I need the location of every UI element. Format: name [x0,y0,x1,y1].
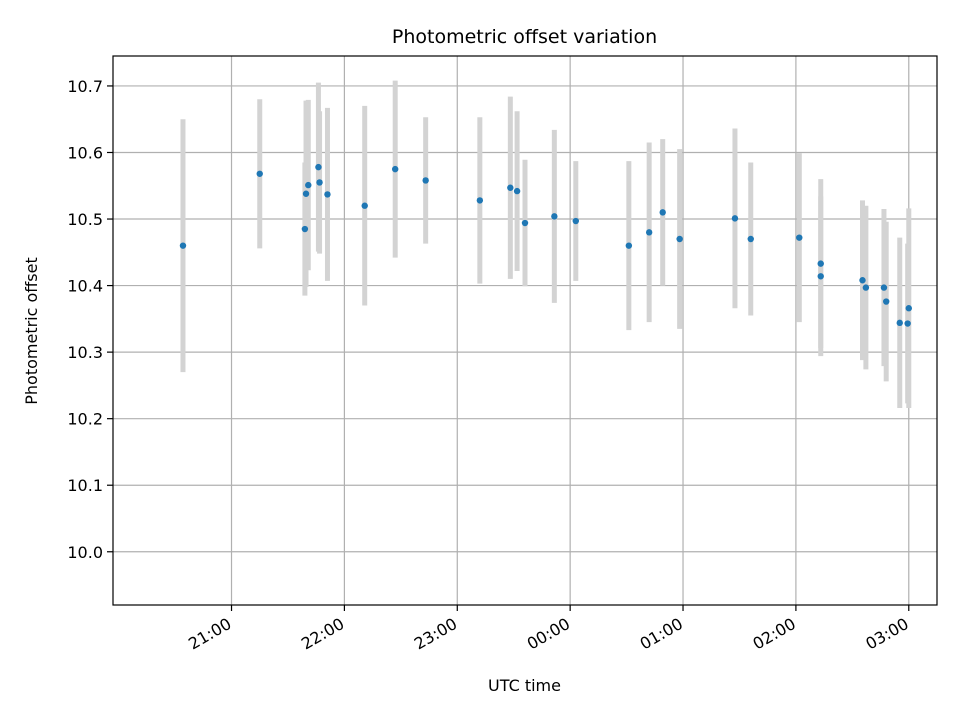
data-point [859,277,866,284]
y-tick-label: 10.0 [67,543,103,562]
data-point [817,260,824,267]
data-point [507,184,514,191]
x-tick-label: 22:00 [298,614,347,654]
data-point [659,209,666,216]
y-tick-label: 10.7 [67,77,103,96]
y-axis-ticks: 10.0 10.1 10.2 10.3 10.4 10.5 10.6 10.7 [67,77,113,562]
data-point [324,191,331,198]
data-point [513,187,521,195]
data-point [302,190,310,197]
errorbar-layer [180,80,912,409]
y-tick-label: 10.4 [67,277,103,296]
y-axis-label: Photometric offset [22,257,41,405]
data-point [731,215,739,222]
chart-title: Photometric offset variation [392,26,657,48]
x-tick-label: 23:00 [411,614,460,654]
data-point [676,235,683,243]
point-layer [179,163,912,327]
data-point [796,234,803,241]
x-tick-label: 01:00 [637,614,686,654]
data-point [880,284,888,291]
data-point [361,202,368,209]
data-point [315,163,322,171]
data-point [256,170,263,177]
x-axis-ticks: 21:00 22:00 23:00 00:00 01:00 02:00 03:00 [185,605,912,654]
x-axis-label: UTC time [488,676,561,695]
y-tick-label: 10.5 [67,210,103,229]
data-point [476,197,484,204]
data-point [904,320,911,327]
data-point [645,229,653,236]
data-point [747,235,754,243]
x-tick-label: 02:00 [749,614,798,654]
x-tick-label: 00:00 [524,614,573,654]
data-point [301,225,309,233]
y-tick-label: 10.2 [67,410,103,429]
data-point [896,319,903,327]
data-point [883,298,890,305]
plot-frame [112,55,938,606]
data-point [905,305,912,312]
data-point [179,242,187,249]
data-point [572,217,579,225]
x-tick-label: 03:00 [862,614,911,654]
y-tick-label: 10.6 [67,143,103,162]
y-tick-label: 10.1 [67,476,103,495]
data-point [316,179,323,186]
y-tick-label: 10.3 [67,343,103,362]
data-point [305,181,312,189]
data-point [422,177,429,184]
data-point [551,213,558,220]
data-point [391,165,399,173]
data-point [862,284,870,291]
data-point [817,273,824,280]
grid-layer [113,56,937,605]
x-tick-label: 21:00 [185,614,234,654]
data-point [521,219,529,227]
data-point [625,242,633,249]
